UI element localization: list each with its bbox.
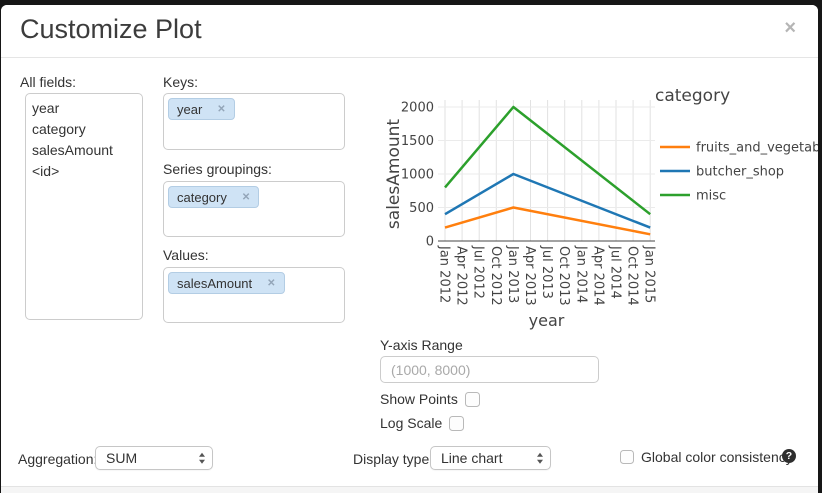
y-axis-title: salesAmount — [384, 119, 404, 229]
x-tick-label: Jul 2012 — [471, 245, 486, 299]
field-item[interactable]: category — [32, 121, 86, 137]
select-stepper-icon — [537, 452, 543, 464]
aggregation-value: SUM — [106, 450, 138, 466]
series-line-fruits_and_vegetables — [444, 206, 651, 236]
x-tick-label: Jan 2014 — [573, 245, 588, 303]
token-label: salesAmount — [177, 275, 253, 291]
dialog-header: Customize Plot × — [1, 5, 818, 58]
display-type-label: Display type: — [353, 451, 434, 467]
y-tick-label: 1000 — [401, 168, 434, 183]
legend-label: butcher_shop — [696, 165, 784, 180]
select-stepper-icon — [199, 452, 205, 464]
field-item[interactable]: salesAmount — [32, 142, 113, 158]
aggregation-label: Aggregation: — [18, 451, 98, 467]
close-icon[interactable]: × — [784, 17, 796, 39]
log-scale-checkbox[interactable] — [449, 415, 465, 431]
x-tick-label: Jul 2014 — [608, 245, 623, 299]
series-groupings-dropzone[interactable]: category ✕ — [163, 181, 345, 237]
show-points-checkbox[interactable] — [464, 391, 480, 407]
token-remove-icon[interactable]: ✕ — [217, 103, 226, 115]
x-tick-label: Apr 2013 — [522, 246, 537, 306]
x-tick-label: Jan 2013 — [505, 245, 520, 303]
field-token[interactable]: category ✕ — [168, 186, 260, 208]
legend-label: misc — [696, 189, 726, 204]
x-tick-label: Jul 2013 — [539, 245, 554, 299]
x-tick-label: Oct 2014 — [625, 246, 640, 306]
field-item[interactable]: year — [32, 100, 60, 116]
x-tick-label: Oct 2012 — [488, 246, 503, 306]
token-remove-icon[interactable]: ✕ — [241, 191, 251, 203]
all-fields-label: All fields: — [20, 74, 77, 90]
field-token[interactable]: year ✕ — [168, 98, 235, 120]
help-icon[interactable]: ? — [782, 449, 796, 463]
global-color-label: Global color consistency — [641, 449, 793, 465]
x-tick-label: Jan 2012 — [437, 245, 452, 303]
series-line-misc — [444, 105, 651, 216]
display-type-select[interactable]: Line chart — [430, 446, 551, 470]
x-tick-label: Apr 2012 — [454, 246, 469, 306]
values-dropzone[interactable]: salesAmount ✕ — [163, 267, 345, 323]
display-type-value: Line chart — [441, 450, 503, 466]
legend-title: category — [655, 86, 730, 106]
global-color-checkbox[interactable] — [620, 450, 634, 464]
field-item[interactable]: <id> — [32, 163, 60, 179]
log-scale-label: Log Scale — [380, 415, 443, 431]
dialog-footer — [1, 486, 818, 493]
values-label: Values: — [163, 247, 209, 263]
y-tick-label: 1500 — [401, 134, 434, 149]
y-axis-range-input[interactable] — [380, 356, 599, 383]
keys-label: Keys: — [163, 74, 199, 90]
x-tick-label: Jan 2015 — [642, 245, 657, 303]
x-tick-label: Apr 2014 — [590, 246, 605, 306]
field-token[interactable]: salesAmount ✕ — [168, 272, 285, 294]
all-fields-list[interactable]: year category salesAmount <id> — [25, 93, 143, 320]
x-axis-title: year — [529, 311, 565, 330]
token-label: year — [177, 101, 203, 117]
x-tick-label: Oct 2013 — [556, 246, 571, 306]
y-tick-label: 2000 — [401, 101, 434, 116]
y-tick-label: 500 — [409, 201, 434, 216]
series-line-butcher_shop — [444, 172, 651, 229]
dialog-title: Customize Plot — [20, 14, 202, 44]
token-label: category — [177, 189, 227, 205]
plot-preview-chart: 0 500 1000 1500 2000 Jan 2012 Apr 2012 Jul 2012… — [384, 86, 818, 330]
y-axis-range-label: Y-axis Range — [380, 337, 463, 353]
aggregation-select[interactable]: SUM — [95, 446, 213, 470]
y-tick-label: 0 — [426, 235, 434, 250]
series-groupings-label: Series groupings: — [163, 161, 272, 177]
legend-label: fruits_and_vegetables — [696, 141, 818, 156]
token-remove-icon[interactable]: ✕ — [267, 277, 276, 289]
show-points-label: Show Points — [380, 391, 458, 407]
keys-dropzone[interactable]: year ✕ — [163, 93, 345, 150]
customize-plot-dialog: Customize Plot × All fields: year categor… — [1, 5, 818, 493]
